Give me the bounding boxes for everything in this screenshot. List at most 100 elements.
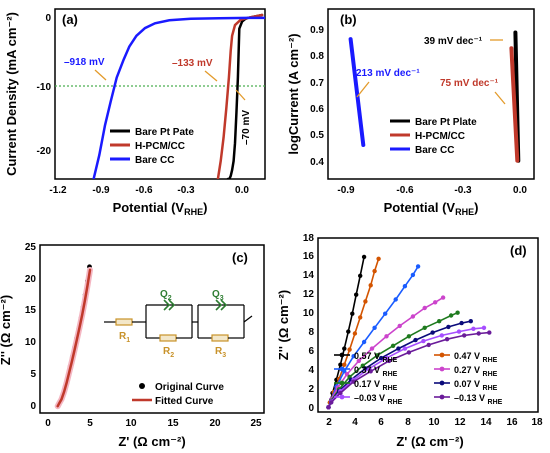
x-tick-label: 16 [506,417,518,428]
legend-label-bare-pt: Bare Pt Pate [135,127,194,138]
panel-b-y-axis-title: logCurrent (A cm⁻²) [286,33,301,154]
panel-b-series-group [348,30,521,163]
panel-a-y-ticks: 0 -10 -20 [37,13,52,157]
x-tick-label: 18 [531,417,543,428]
annotation-133mv-arrow [204,70,218,82]
x-tick-label: 6 [378,417,384,428]
data-point-0-47-v-rhe [342,362,347,367]
data-point-0-37-v-rhe [351,354,356,359]
circuit-cpe-q3-b [220,299,228,311]
data-point-0-47-v-rhe [372,268,377,274]
legend-marker-0-37-v-rhe [339,366,345,372]
data-point-0-13-v-rhe [487,330,492,335]
data-point-0-13-v-rhe [368,369,373,374]
panel-b-label: (b) [340,12,357,27]
legend-marker-0-13-v-rhe [439,394,445,400]
y-tick-label: 0.7 [310,78,324,89]
data-point-0-27-v-rhe [356,358,361,364]
data-point-0-07-v-rhe [396,346,401,351]
series-line-bare-pt-pate [226,13,264,179]
data-point-0-17-v-rhe [437,319,442,324]
legend-label-h-pcm: H-PCM/CC [135,141,185,152]
panel-c-series-group [54,264,93,410]
y-tick-label: -20 [37,146,52,157]
series-line-0-37-v-rhe [327,265,419,408]
data-point-0-13-v-rhe [338,390,343,396]
panel-a-frame [54,8,266,180]
circuit-label-q3: Q3 [212,289,224,302]
circuit-resistor-r1 [115,318,133,326]
panel-a-y-axis-title: Current Density (mA cm⁻²) [4,12,19,176]
data-point-0-27-v-rhe [410,314,416,319]
x-tick-label: 12 [454,417,466,428]
legend-label-h-pcm: H-PCM/CC [415,131,465,142]
data-point-0-37-v-rhe [383,311,388,316]
legend-label-0-13-v-rhe: –0.13 V RHE [454,393,503,406]
data-point-0-17-v-rhe [455,310,460,315]
data-point-0-17-v-rhe [448,313,454,318]
data-point-0-37-v-rhe [415,264,421,269]
panel-d-y-axis-title: Z'' (Ω cm⁻²) [276,290,291,360]
data-point-0-07-v-rhe [446,324,451,330]
data-point-0-57-v-rhe [350,311,355,316]
data-point-0-47-v-rhe [368,283,373,288]
x-tick-label: 4 [352,417,358,428]
legend-label-subscript: RHE [483,371,498,378]
y-tick-label: 14 [303,270,315,281]
legend-label-subscript: RHE [383,357,398,364]
circuit-label-q2: Q2 [160,289,172,302]
data-point-0-27-v-rhe [433,300,438,305]
legend-label-subscript: RHE [383,371,398,378]
panel-b-x-ticks: -0.9 -0.6 -0.3 0.0 [337,185,527,196]
data-point-0-13-v-rhe [444,337,450,342]
annotation-133mv: –133 mV [172,58,213,69]
data-point-0-57-v-rhe [358,273,363,278]
data-point-0-03-v-rhe [402,346,408,351]
legend-marker-0-17-v-rhe [339,380,345,386]
panel-b-legend: Bare Pt Plate H-PCM/CC Bare CC [390,117,477,156]
x-tick-label: 25 [250,418,262,429]
x-tick-label: -0.9 [92,185,110,196]
circuit-cpe-q2 [163,299,171,311]
panel-a: (a) –918 mV –133 mV –70 mV Bare Pt Pate … [4,8,266,217]
panel-c-marks [54,264,93,410]
annotation-213mv-arrow [356,81,370,98]
data-point-0-47-v-rhe [347,347,352,352]
x-tick-label: -0.9 [337,185,355,196]
x-tick-label: 0.0 [235,185,249,196]
circuit-cpe-q2-b [168,299,176,311]
legend-label-bare-cc: Bare CC [135,155,174,166]
annotation-70mv-arrow [235,89,246,101]
annotation-213mv-dec: 213 mV dec⁻¹ [356,68,420,79]
legend-label-original: Original Curve [155,382,224,393]
y-tick-label: 0 [308,403,314,414]
annotation-918mv: –918 mV [64,57,105,68]
data-point-0-47-v-rhe [376,256,381,261]
legend-label-0-47-v-rhe: 0.47 V RHE [454,351,498,364]
circuit-resistor-r3 [211,334,229,342]
data-point-0-03-v-rhe [439,333,444,338]
data-point-0-07-v-rhe [430,330,435,335]
legend-swatch-original [139,383,145,389]
panel-d-y-ticks: 0 2 4 6 8 10 12 14 16 18 [303,233,315,414]
legend-label-0-07-v-rhe: 0.07 V RHE [454,379,498,392]
series-line-bare-cc [92,16,265,179]
data-point-0-17-v-rhe [390,343,396,348]
panel-d-label: (d) [510,243,527,258]
panel-a-x-ticks: -1.2 -0.9 -0.6 -0.3 0.0 [49,185,249,196]
y-tick-label: 8 [308,327,314,338]
x-tick-label: 20 [209,418,221,429]
data-point-0-57-v-rhe [338,362,343,367]
data-point-0-37-v-rhe [393,297,398,302]
data-point-0-27-v-rhe [440,295,446,300]
data-point-0-03-v-rhe [421,338,426,344]
y-tick-label: 0 [45,13,51,24]
panel-a-x-axis-title: Potential (VRHE) [113,200,208,217]
data-point-0-13-v-rhe [476,331,481,336]
legend-label-bare-pt: Bare Pt Plate [415,117,477,128]
panel-b: (b) 39 mV dec⁻¹ 75 mV dec⁻¹ 213 mV dec⁻¹… [286,8,535,217]
legend-label-subscript: RHE [483,357,498,364]
x-tick-label: -0.6 [135,185,153,196]
panel-b-marks [348,30,521,163]
